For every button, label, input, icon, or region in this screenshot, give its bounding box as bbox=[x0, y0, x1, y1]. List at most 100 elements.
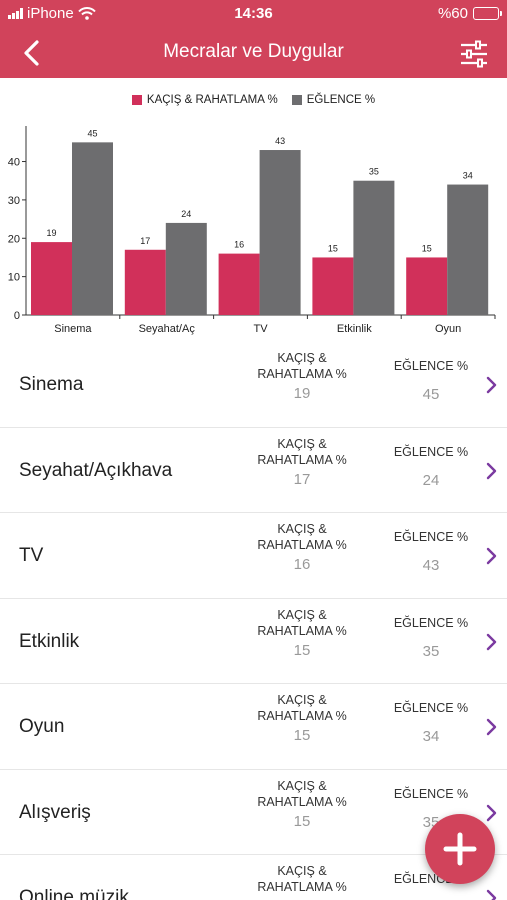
escape-value: 15 bbox=[293, 812, 311, 830]
bar bbox=[72, 142, 113, 315]
legend-swatch-escape bbox=[131, 95, 142, 105]
chevron-right-icon bbox=[486, 462, 497, 479]
x-tick-label: Oyun bbox=[435, 323, 461, 335]
escape-value: 15 bbox=[293, 641, 311, 659]
data-label: 16 bbox=[234, 240, 244, 250]
list-item[interactable]: Seyahat/Açıkhava KAÇIŞ & RAHATLAMA % 17 EĞL… bbox=[0, 427, 507, 513]
escape-label: KAÇIŞ & RAHATLAMA % bbox=[257, 693, 347, 723]
list-item-title: Oyun bbox=[19, 716, 65, 737]
chevron-right-icon bbox=[486, 718, 497, 736]
list-item[interactable]: TV KAÇIŞ & RAHATLAMA % 16 EĞLENCE % 43 bbox=[0, 513, 507, 599]
data-label: 19 bbox=[46, 228, 56, 238]
fun-column: EĞLENCE % 43 bbox=[383, 530, 479, 574]
signal-icon bbox=[8, 8, 23, 19]
bar bbox=[124, 249, 166, 315]
battery-icon bbox=[473, 7, 502, 20]
bar bbox=[447, 184, 489, 315]
escape-column: KAÇIŞ & RAHATLAMA % 15 bbox=[242, 607, 362, 659]
bar bbox=[406, 257, 448, 315]
x-tick-label: Sinema bbox=[54, 323, 92, 335]
list-item[interactable]: Online müzik KAÇIŞ & RAHATLAMA % EĞLENCE % bbox=[0, 855, 507, 900]
bar bbox=[165, 222, 207, 315]
escape-value: 15 bbox=[293, 727, 311, 744]
chevron-right-icon bbox=[486, 633, 497, 650]
data-label: 34 bbox=[463, 171, 473, 181]
status-right: %60 bbox=[437, 5, 502, 22]
list-item[interactable]: Etkinlik KAÇIŞ & RAHATLAMA % 15 EĞLENCE % 35 bbox=[0, 598, 507, 684]
data-label: 24 bbox=[181, 209, 191, 219]
fun-label: EĞLENCE % bbox=[393, 444, 469, 459]
escape-column: KAÇIŞ & RAHATLAMA % 17 bbox=[242, 436, 362, 488]
escape-label: KAÇIŞ & RAHATLAMA % bbox=[257, 607, 347, 638]
fun-label: EĞLENCE % bbox=[393, 530, 469, 544]
data-label: 15 bbox=[422, 243, 432, 253]
filter-sliders-icon[interactable] bbox=[459, 40, 489, 68]
escape-label: KAÇIŞ & RAHATLAMA % bbox=[257, 351, 347, 381]
list-item-title: Online müzik bbox=[19, 887, 129, 900]
escape-column: KAÇIŞ & RAHATLAMA % 15 bbox=[242, 692, 362, 744]
legend-item-escape: KAÇIŞ & RAHATLAMA % bbox=[131, 94, 278, 106]
y-tick-label: 0 bbox=[14, 310, 20, 322]
escape-column: KAÇIŞ & RAHATLAMA % bbox=[242, 863, 362, 899]
battery-percent: %60 bbox=[437, 5, 468, 22]
data-label: 17 bbox=[140, 236, 150, 246]
wifi-icon bbox=[77, 7, 96, 20]
fun-column: EĞLENCE % 34 bbox=[383, 701, 479, 745]
list-item[interactable]: Sinema KAÇIŞ & RAHATLAMA % 19 EĞLENCE % 45 bbox=[0, 342, 507, 428]
fun-value: 24 bbox=[422, 471, 440, 489]
escape-value: 16 bbox=[293, 556, 311, 573]
status-left: iPhone bbox=[8, 5, 96, 22]
data-label: 35 bbox=[369, 167, 379, 177]
list-item-title: Alışveriş bbox=[19, 801, 91, 823]
fun-value: 35 bbox=[422, 642, 440, 660]
legend-swatch-fun bbox=[291, 95, 302, 105]
clock: 14:36 bbox=[234, 5, 273, 22]
fun-label: EĞLENCE % bbox=[393, 701, 469, 715]
back-chevron-icon[interactable] bbox=[18, 38, 48, 68]
chevron-right-icon bbox=[486, 804, 497, 821]
x-tick-label: Etkinlik bbox=[337, 323, 372, 335]
list-item[interactable]: Alışveriş KAÇIŞ & RAHATLAMA % 15 EĞLENCE % 3… bbox=[0, 769, 507, 855]
data-label: 15 bbox=[328, 243, 338, 253]
add-button[interactable] bbox=[425, 814, 495, 884]
chevron-right-icon bbox=[486, 376, 497, 394]
list-item[interactable]: Oyun KAÇIŞ & RAHATLAMA % 15 EĞLENCE % 34 bbox=[0, 684, 507, 770]
bar bbox=[31, 242, 72, 315]
legend-item-fun: EĞLENCE % bbox=[291, 94, 375, 106]
list-item-title: Seyahat/Açıkhava bbox=[19, 459, 173, 481]
fun-label: EĞLENCE % bbox=[393, 786, 469, 801]
status-bar: iPhone 14:36 %60 bbox=[0, 0, 507, 28]
bar bbox=[259, 150, 301, 315]
escape-label: KAÇIŞ & RAHATLAMA % bbox=[257, 436, 347, 467]
chevron-right-icon bbox=[486, 547, 497, 565]
fun-label: EĞLENCE % bbox=[393, 359, 469, 373]
list-item-title: Etkinlik bbox=[19, 630, 80, 652]
escape-label: KAÇIŞ & RAHATLAMA % bbox=[257, 778, 347, 809]
fun-column: EĞLENCE % 45 bbox=[383, 359, 479, 403]
carrier-label: iPhone bbox=[27, 5, 74, 22]
bar bbox=[353, 180, 395, 315]
page-title: Mecralar ve Duygular bbox=[163, 41, 344, 62]
y-tick-label: 10 bbox=[8, 272, 20, 284]
chevron-right-icon bbox=[486, 889, 497, 900]
list-item-title: Sinema bbox=[19, 374, 84, 395]
escape-value: 17 bbox=[293, 470, 311, 488]
escape-column: KAÇIŞ & RAHATLAMA % 15 bbox=[242, 778, 362, 830]
fun-value: 34 bbox=[422, 728, 440, 745]
y-tick-label: 40 bbox=[8, 157, 20, 169]
y-tick-label: 20 bbox=[8, 233, 20, 245]
escape-column: KAÇIŞ & RAHATLAMA % 16 bbox=[242, 521, 362, 573]
bar-chart: 0 10 20 30 40 19 45 Sinema 17 24 Seyahat/Aç 16 43 TV 1… bbox=[8, 126, 496, 335]
fun-column: EĞLENCE % 35 bbox=[383, 616, 479, 660]
data-label: 43 bbox=[275, 136, 285, 146]
x-tick-label: TV bbox=[253, 323, 268, 335]
escape-label: KAÇIŞ & RAHATLAMA % bbox=[257, 522, 347, 552]
x-tick-label: Seyahat/Aç bbox=[139, 323, 196, 335]
chart-legend: KAÇIŞ & RAHATLAMA % EĞLENCE % bbox=[0, 94, 507, 106]
escape-value: 19 bbox=[293, 385, 311, 402]
fun-value: 45 bbox=[422, 386, 440, 403]
data-label: 45 bbox=[87, 128, 97, 138]
escape-column: KAÇIŞ & RAHATLAMA % 19 bbox=[242, 350, 362, 402]
bar bbox=[218, 253, 260, 315]
list-item-title: TV bbox=[19, 545, 44, 566]
